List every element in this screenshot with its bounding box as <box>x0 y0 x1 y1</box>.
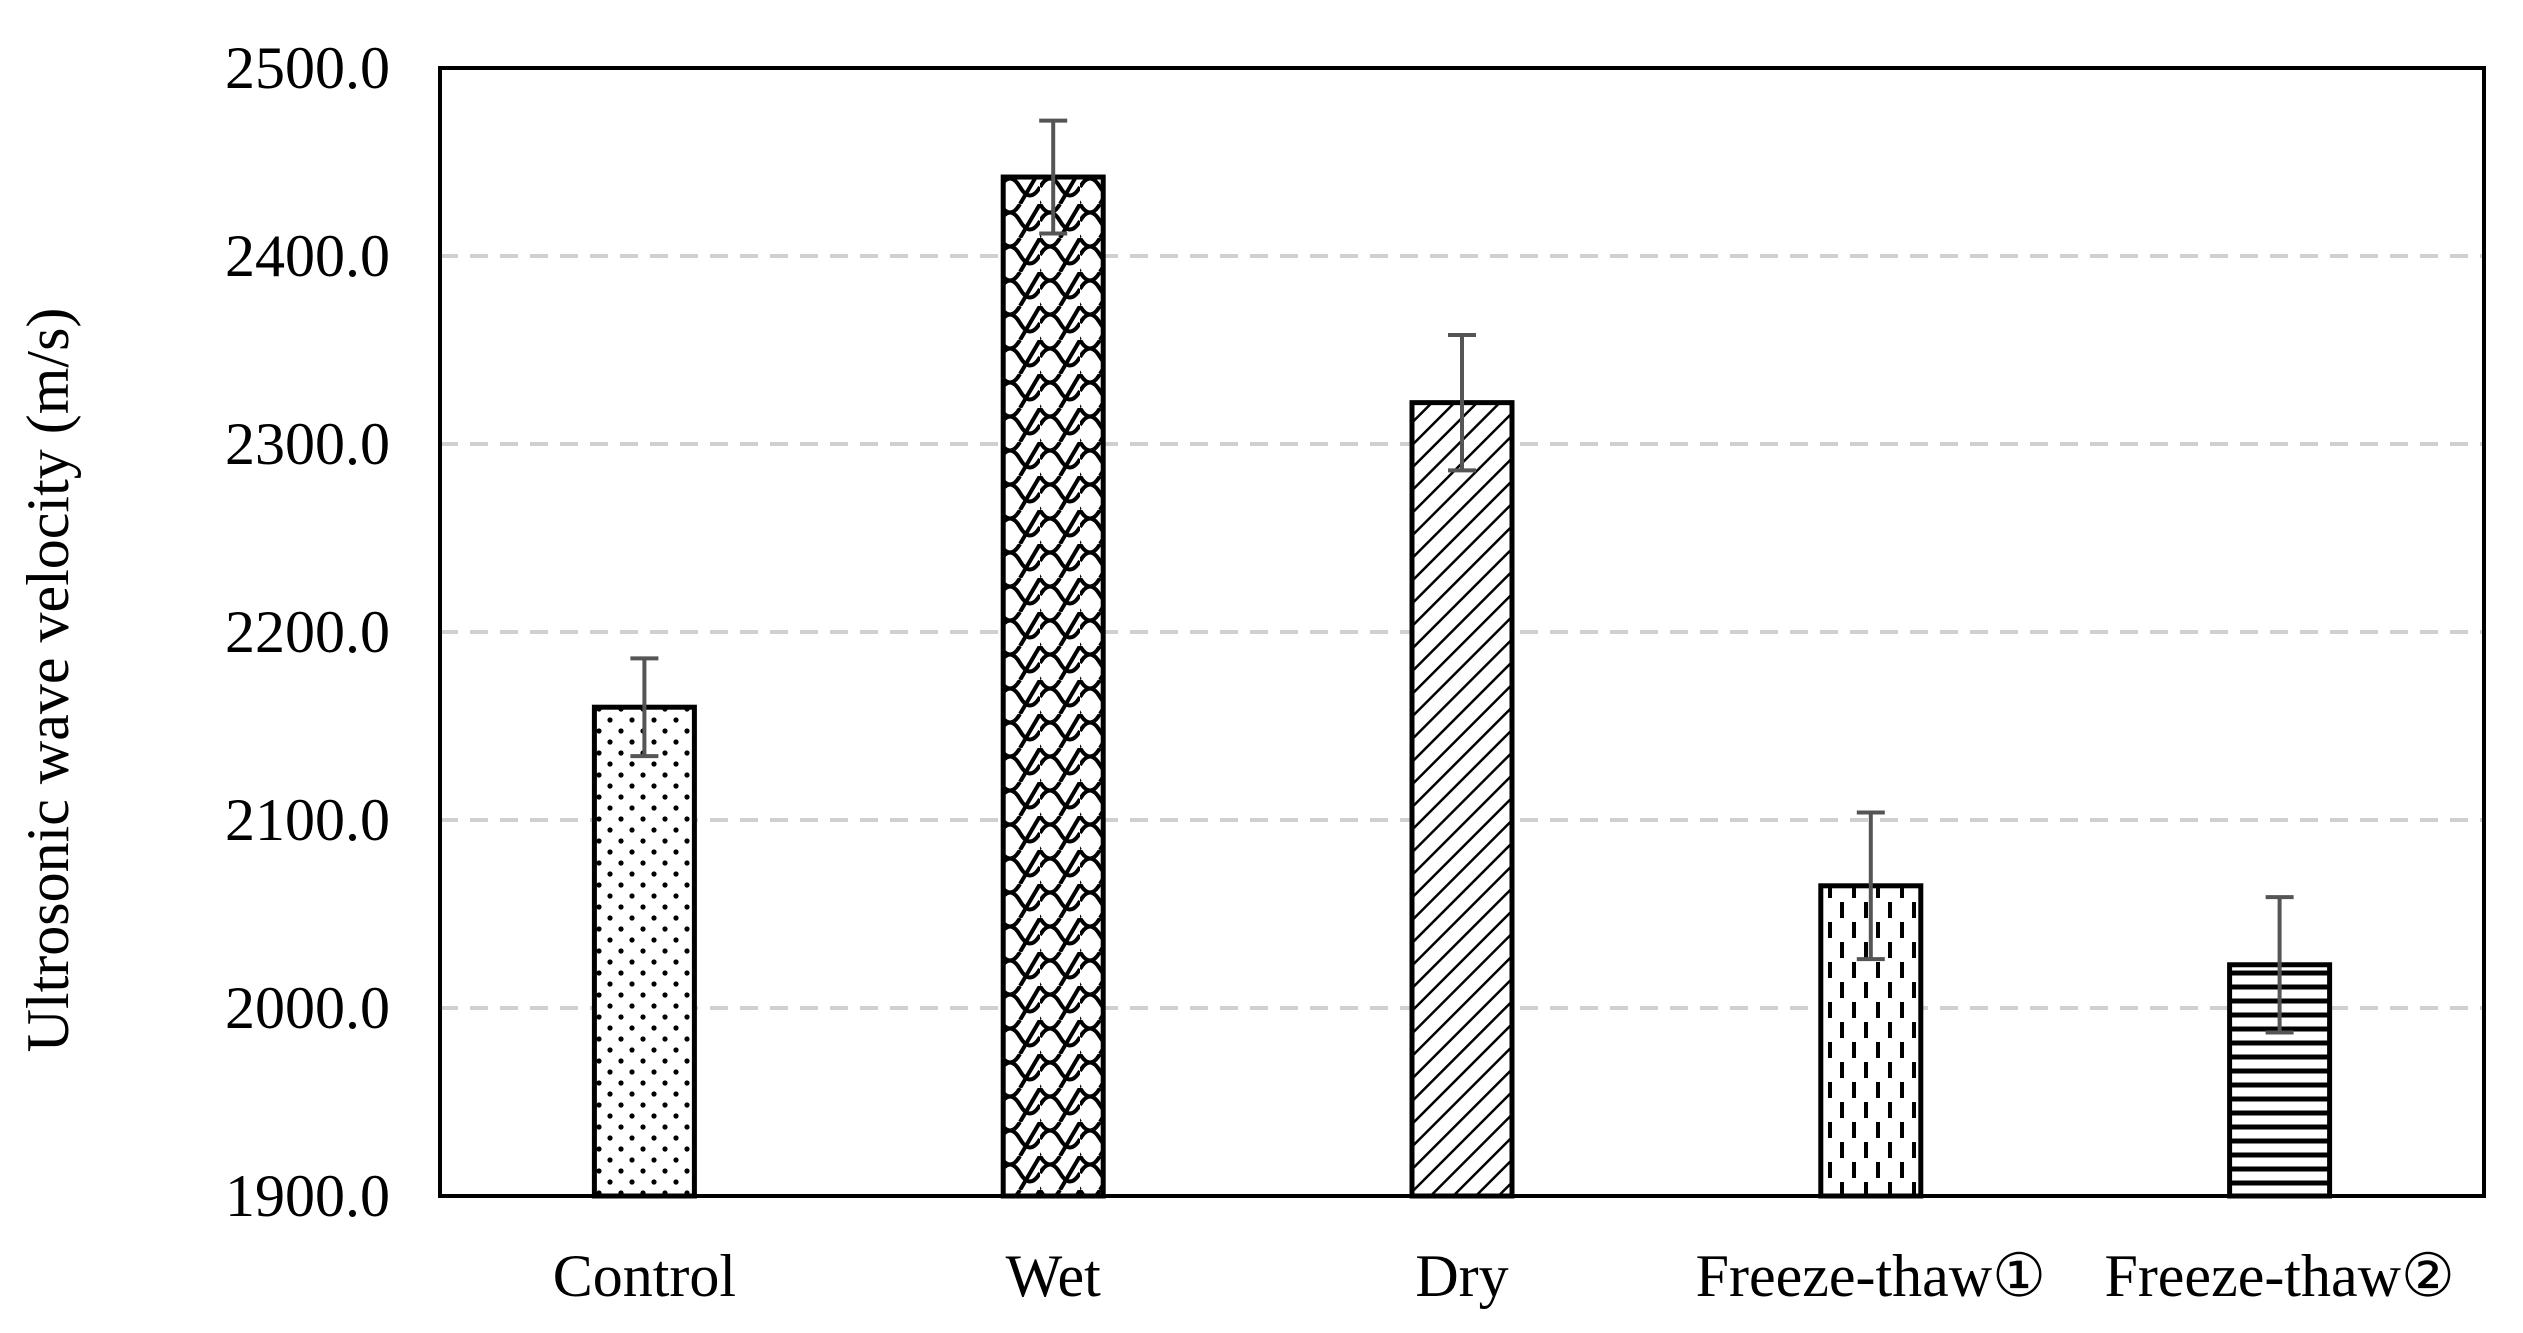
y-tick-label: 2500.0 <box>225 35 390 101</box>
y-tick-label: 2200.0 <box>225 599 390 665</box>
x-category-label: Dry <box>1415 1243 1508 1309</box>
y-tick-label: 2300.0 <box>225 411 390 477</box>
bars <box>591 174 2333 1199</box>
x-category-label: Control <box>553 1243 736 1309</box>
error-bars <box>630 118 2294 1035</box>
bar-1 <box>591 704 697 1199</box>
y-tick-label: 2100.0 <box>225 787 390 853</box>
x-category-label: Wet <box>1006 1243 1101 1309</box>
y-tick-label: 2000.0 <box>225 975 390 1041</box>
bar-2 <box>1000 174 1106 1199</box>
x-axis-labels: Control Wet Dry Freeze-thaw① Freeze-thaw② <box>553 1243 2455 1309</box>
bar-3 <box>1409 400 1515 1199</box>
y-axis-title: Ultrosonic wave velocity (m/s) <box>15 308 81 1053</box>
x-category-label: Freeze-thaw① <box>1696 1243 2046 1309</box>
y-tick-label: 1900.0 <box>225 1163 390 1229</box>
x-category-label: Freeze-thaw② <box>2104 1243 2454 1309</box>
y-tick-label: 2400.0 <box>225 223 390 289</box>
y-axis-ticks: 1900.0 2000.0 2100.0 2200.0 2300.0 2400.0 2500… <box>225 35 390 1229</box>
plot-frame <box>438 66 2486 1198</box>
